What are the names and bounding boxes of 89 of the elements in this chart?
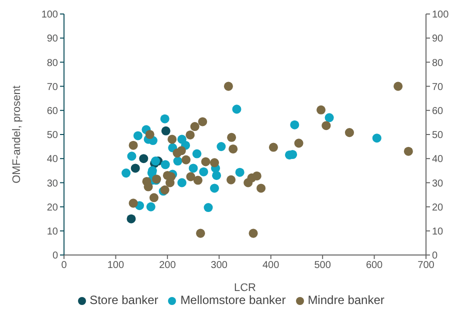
point — [176, 146, 186, 156]
point — [196, 228, 206, 238]
y-tick-label: 0 — [52, 250, 58, 262]
point — [160, 114, 170, 124]
y-axis-title: OMF-andel, prosent — [10, 86, 23, 184]
point — [268, 142, 278, 152]
x-tick-label: 100 — [107, 260, 124, 272]
point — [149, 193, 158, 202]
y-tick-label: 80 — [46, 58, 58, 69]
point — [344, 128, 354, 138]
y-tick-label: 50 — [46, 130, 58, 142]
y2-tick-label: 100 — [432, 10, 450, 21]
y-tick-label: 20 — [46, 202, 58, 214]
point — [190, 122, 200, 132]
y-tick-label: 10 — [46, 226, 58, 238]
point — [216, 142, 226, 152]
point — [188, 164, 198, 173]
point — [294, 138, 304, 148]
y-tick-label: 70 — [46, 82, 58, 93]
y2-tick-label: 0 — [432, 250, 438, 262]
point — [160, 160, 170, 170]
y-tick-label: 100 — [41, 10, 58, 21]
point — [128, 198, 138, 208]
y2-tick-label: 90 — [432, 34, 444, 45]
point — [248, 228, 258, 238]
point — [144, 182, 153, 192]
point — [201, 157, 210, 166]
point — [404, 146, 413, 156]
point — [210, 184, 220, 193]
point — [186, 130, 195, 140]
point — [228, 144, 238, 154]
point — [139, 154, 148, 164]
x-tick-label: 200 — [159, 260, 176, 272]
y2-tick-label: 80 — [432, 58, 444, 69]
point — [252, 171, 262, 180]
point — [133, 131, 142, 140]
point — [122, 168, 131, 178]
point — [168, 134, 177, 144]
x-tick-label: 0 — [61, 260, 68, 272]
point — [256, 184, 266, 193]
y-tick-label: 60 — [46, 106, 58, 117]
y2-tick-label: 20 — [432, 202, 444, 214]
x-tick-label: 700 — [418, 260, 435, 272]
y-tick-label: 40 — [46, 154, 58, 166]
y2-tick-label: 40 — [432, 154, 444, 166]
point — [161, 126, 170, 136]
x-tick-label: 400 — [262, 260, 280, 272]
point — [177, 178, 186, 188]
point — [235, 168, 244, 177]
y-tick-label: 30 — [46, 178, 58, 190]
point — [316, 105, 326, 114]
point — [192, 149, 202, 158]
point — [290, 120, 300, 130]
legend-label: Store banker — [90, 293, 158, 307]
x-tick-label: 500 — [314, 260, 332, 272]
point — [224, 82, 233, 91]
point — [130, 164, 140, 173]
point — [324, 113, 334, 122]
point — [128, 140, 138, 150]
y2-tick-label: 10 — [432, 226, 444, 238]
point — [186, 172, 196, 182]
point — [372, 134, 382, 143]
x-tick-label: 600 — [366, 260, 384, 272]
point — [226, 175, 236, 184]
point — [204, 203, 213, 212]
point — [193, 176, 202, 185]
y2-tick-label: 50 — [432, 130, 444, 142]
y2-tick-label: 60 — [432, 106, 444, 117]
point — [146, 202, 156, 212]
point — [198, 117, 208, 126]
y-tick-label: 90 — [46, 34, 58, 45]
y2-tick-label: 70 — [432, 82, 444, 93]
y2-tick-label: 30 — [432, 178, 444, 190]
point — [199, 167, 208, 176]
point — [227, 132, 236, 142]
point — [182, 155, 191, 164]
point — [145, 130, 154, 140]
legend-label: Mindre banker — [308, 293, 384, 307]
x-tick-label: 300 — [210, 260, 228, 272]
x-axis-title: LCR — [234, 282, 256, 294]
point — [394, 82, 403, 91]
point — [232, 104, 242, 114]
point — [212, 170, 222, 180]
point — [173, 156, 182, 166]
legend-label: Mellomstore banker — [180, 293, 286, 307]
point — [127, 152, 136, 161]
point — [322, 121, 331, 130]
point — [210, 158, 220, 168]
point — [126, 214, 136, 224]
